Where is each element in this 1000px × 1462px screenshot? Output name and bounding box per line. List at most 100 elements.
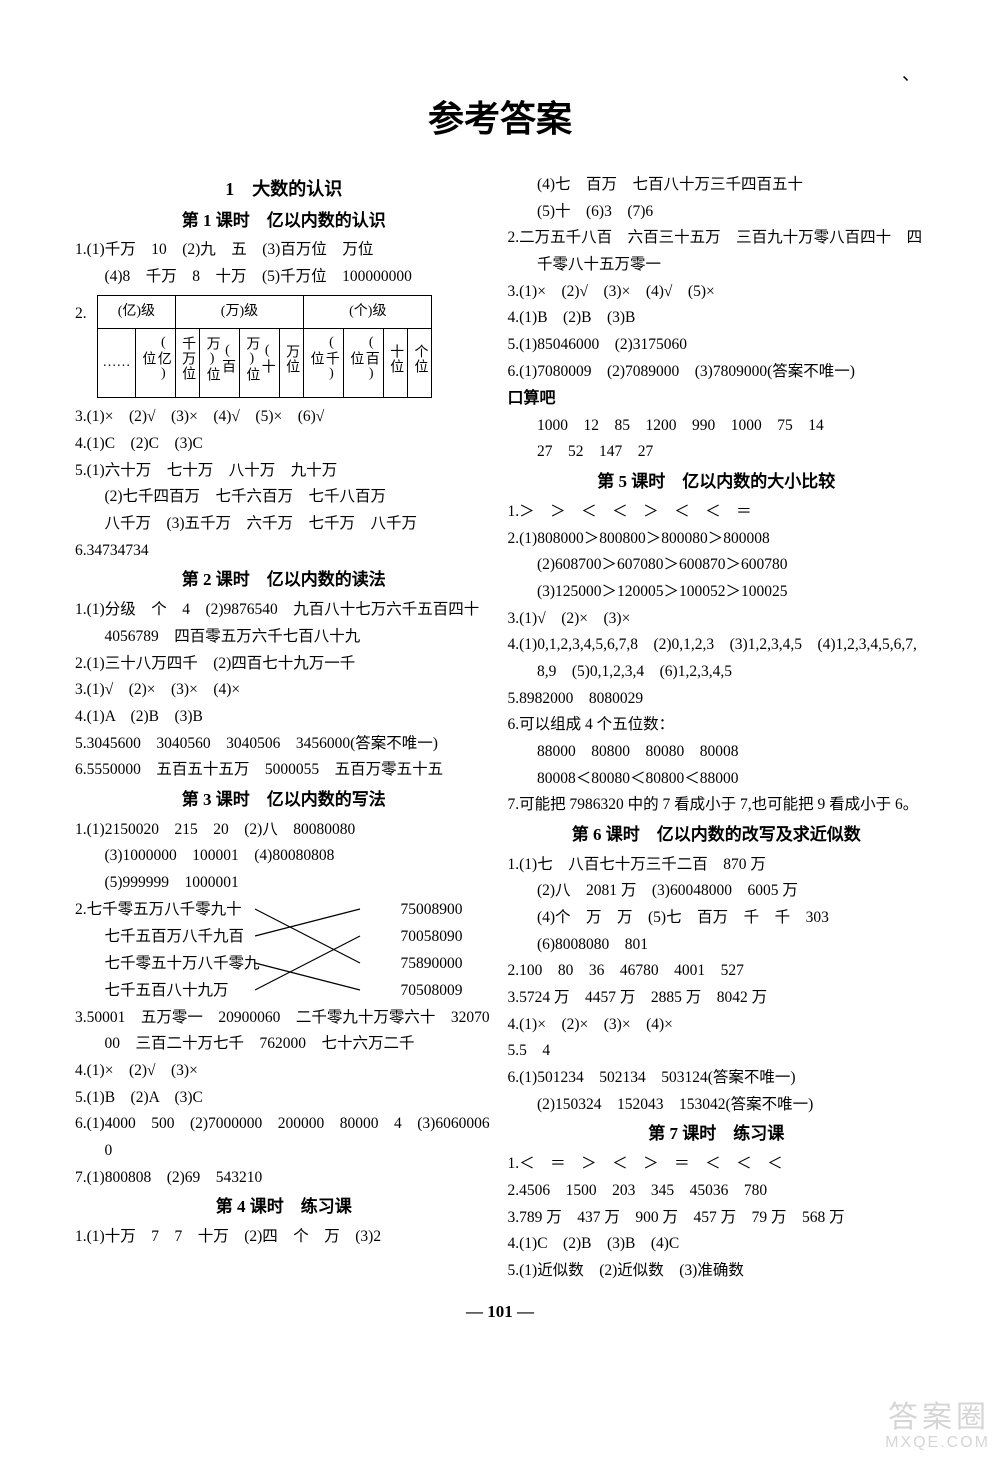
answer-line: 6.5550000 五百五十五万 5000055 五百万零五十五: [75, 757, 493, 784]
answer-line: 4.(1)0,1,2,3,4,5,6,7,8 (2)0,1,2,3 (3)1,2…: [508, 632, 926, 685]
table-header: (万)级: [175, 295, 303, 328]
answer-line: 27 52 147 27: [508, 439, 926, 466]
cell-text: 千万位: [180, 336, 195, 381]
cell-text: (千)位: [308, 331, 339, 387]
answer-line: 4.(1)× (2)× (3)× (4)×: [508, 1012, 926, 1039]
lesson-heading: 第 4 课时 练习课: [75, 1193, 493, 1222]
answer-line: 7.可能把 7986320 中的 7 看成小于 7,也可能把 9 看成小于 6。: [508, 792, 926, 819]
answer-line: (5)十 (6)3 (7)6: [508, 199, 926, 226]
answer-line: (2)八 2081 万 (3)60048000 6005 万: [508, 878, 926, 905]
answer-line: (2)608700＞607080＞600870＞600780: [508, 552, 926, 579]
table-cell: 个位: [408, 328, 432, 398]
answer-line: 1.(1)千万 10 (2)九 五 (3)百万位 万位: [75, 237, 493, 264]
answer-line: 6.(1)501234 502134 503124(答案不唯一): [508, 1065, 926, 1092]
page-number: — 101 —: [75, 1302, 925, 1322]
answer-line: 80008＜80080＜80800＜88000: [508, 766, 926, 793]
answer-line: 3.(1)√ (2)× (3)× (4)×: [75, 677, 493, 704]
answer-line: 6.(1)7080009 (2)7089000 (3)7809000(答案不唯一…: [508, 359, 926, 386]
table-cell: (千)位: [304, 328, 344, 398]
table-header: (亿)级: [98, 295, 176, 328]
answer-line: 1.(1)2150020 215 20 (2)八 80080080: [75, 817, 493, 844]
answer-line: 7.(1)800808 (2)69 543210: [75, 1165, 493, 1192]
answer-line: 1.(1)十万 7 7 十万 (2)四 个 万 (3)2: [75, 1224, 493, 1251]
watermark: 答案圈 MXQE.COM: [885, 1401, 990, 1452]
page-title: 参考答案: [75, 90, 925, 142]
table-cell: (百万)位: [200, 328, 240, 398]
answer-line: 4.(1)A (2)B (3)B: [75, 704, 493, 731]
table-cell: 万位: [279, 328, 303, 398]
answer-line: (3)1000000 100001 (4)80080808: [75, 843, 493, 870]
table-cell: 十位: [383, 328, 407, 398]
answer-line: 6.34734734: [75, 538, 493, 565]
answer-label: 2.: [75, 301, 87, 328]
sub-heading: 口算吧: [508, 385, 926, 413]
answer-line: 6.可以组成 4 个五位数：: [508, 712, 926, 739]
answer-line: 6.(1)4000 500 (2)7000000 200000 80000 4 …: [75, 1111, 493, 1164]
page-container: 参考答案 1 大数的认识 第 1 课时 亿以内数的认识 1.(1)千万 10 (…: [0, 0, 1000, 1362]
corner-mark: 、: [902, 60, 920, 86]
cell-text: (亿)位: [140, 331, 171, 387]
answer-line: (4)七 百万 七百八十万三千四百五十: [508, 172, 926, 199]
cell-text: (百万)位: [204, 331, 235, 387]
answer-line: 5.(1)六十万 七十万 八十万 九十万: [75, 458, 493, 485]
matching-diagram: 2.七千零五万八千零九十 七千五百万八千九百 七千零五十万八千零九 七千五百八十…: [75, 897, 493, 1005]
match-lines-svg: [75, 897, 495, 1005]
answer-line: 5.(1)85046000 (2)3175060: [508, 332, 926, 359]
answer-line: 1.(1)分级 个 4 (2)9876540 九百八十七万六千五百四十 4056…: [75, 597, 493, 650]
answer-line: 1.＞ ＞ ＜ ＜ ＞ ＜ ＜ ＝: [508, 499, 926, 526]
answer-line: 4.(1)B (2)B (3)B: [508, 305, 926, 332]
table-cell: (百)位: [343, 328, 383, 398]
chapter-heading: 1 大数的认识: [75, 174, 493, 205]
cell-text: 万位: [284, 344, 299, 374]
answer-line: 3.(1)× (2)√ (3)× (4)√ (5)×: [508, 279, 926, 306]
answer-line: 2.100 80 36 46780 4001 527: [508, 958, 926, 985]
table-header: (个)级: [304, 295, 432, 328]
answer-line: (5)999999 1000001: [75, 870, 493, 897]
answer-line: 3.789 万 437 万 900 万 457 万 79 万 568 万: [508, 1205, 926, 1232]
answer-line: 5.(1)近似数 (2)近似数 (3)准确数: [508, 1258, 926, 1285]
cell-text: 十位: [388, 344, 403, 374]
cell-text: 个位: [412, 344, 427, 374]
answer-line: 2.二万五千八百 六百三十五万 三百九十万零八百四十 四千零八十五万零一: [508, 225, 926, 278]
lesson-heading: 第 5 课时 亿以内数的大小比较: [508, 468, 926, 497]
table-header-row: (亿)级 (万)级 (个)级: [98, 295, 432, 328]
answer-line: 2.4506 1500 203 345 45036 780: [508, 1178, 926, 1205]
lesson-heading: 第 2 课时 亿以内数的读法: [75, 566, 493, 595]
answer-line: 3.(1)× (2)√ (3)× (4)√ (5)× (6)√: [75, 404, 493, 431]
answer-line: (6)8008080 801: [508, 932, 926, 959]
answer-line: (4)8 千万 8 十万 (5)千万位 100000000: [75, 264, 493, 291]
answer-line: 5.8982000 8080029: [508, 686, 926, 713]
table-cell: ……: [98, 328, 136, 398]
watermark-text: 答案圈: [885, 1401, 990, 1434]
place-value-table: (亿)级 (万)级 (个)级 …… (亿)位 千万位 (百万)位 (十万)位 万…: [97, 295, 432, 399]
answer-line: (2)七千四百万 七千六百万 七千八百万: [75, 484, 493, 511]
answer-line: 3.5724 万 4457 万 2885 万 8042 万: [508, 985, 926, 1012]
answer-line: 5.3045600 3040560 3040506 3456000(答案不唯一): [75, 731, 493, 758]
lesson-heading: 第 3 课时 亿以内数的写法: [75, 786, 493, 815]
table-row: …… (亿)位 千万位 (百万)位 (十万)位 万位 (千)位 (百)位 十位 …: [98, 328, 432, 398]
answer-line: 4.(1)C (2)B (3)B (4)C: [508, 1231, 926, 1258]
answer-line: 1.(1)七 八百七十万三千二百 870 万: [508, 852, 926, 879]
watermark-url: MXQE.COM: [885, 1434, 990, 1452]
answer-line: (3)125000＞120005＞100052＞100025: [508, 579, 926, 606]
lesson-heading: 第 7 课时 练习课: [508, 1120, 926, 1149]
left-column: 1 大数的认识 第 1 课时 亿以内数的认识 1.(1)千万 10 (2)九 五…: [75, 172, 493, 1284]
lesson-heading: 第 1 课时 亿以内数的认识: [75, 207, 493, 236]
answer-line: (2)150324 152043 153042(答案不唯一): [508, 1092, 926, 1119]
answer-line: 4.(1)C (2)C (3)C: [75, 431, 493, 458]
lesson-heading: 第 6 课时 亿以内数的改写及求近似数: [508, 821, 926, 850]
answer-line: 5.(1)B (2)A (3)C: [75, 1085, 493, 1112]
two-column-layout: 1 大数的认识 第 1 课时 亿以内数的认识 1.(1)千万 10 (2)九 五…: [75, 172, 925, 1284]
answer-line: 2.(1)三十八万四千 (2)四百七十九万一千: [75, 651, 493, 678]
right-column: (4)七 百万 七百八十万三千四百五十 (5)十 (6)3 (7)6 2.二万五…: [508, 172, 926, 1284]
answer-line: 88000 80800 80080 80008: [508, 739, 926, 766]
cell-text: (百)位: [348, 331, 379, 387]
answer-line: 八千万 (3)五千万 六千万 七千万 八千万: [75, 511, 493, 538]
table-cell: (亿)位: [136, 328, 176, 398]
table-cell: 千万位: [175, 328, 199, 398]
answer-line: (4)个 万 万 (5)七 百万 千 千 303: [508, 905, 926, 932]
answer-line: 4.(1)× (2)√ (3)×: [75, 1058, 493, 1085]
answer-line: 3.(1)√ (2)× (3)×: [508, 606, 926, 633]
answer-line: 5.5 4: [508, 1038, 926, 1065]
answer-line: 1000 12 85 1200 990 1000 75 14: [508, 413, 926, 440]
